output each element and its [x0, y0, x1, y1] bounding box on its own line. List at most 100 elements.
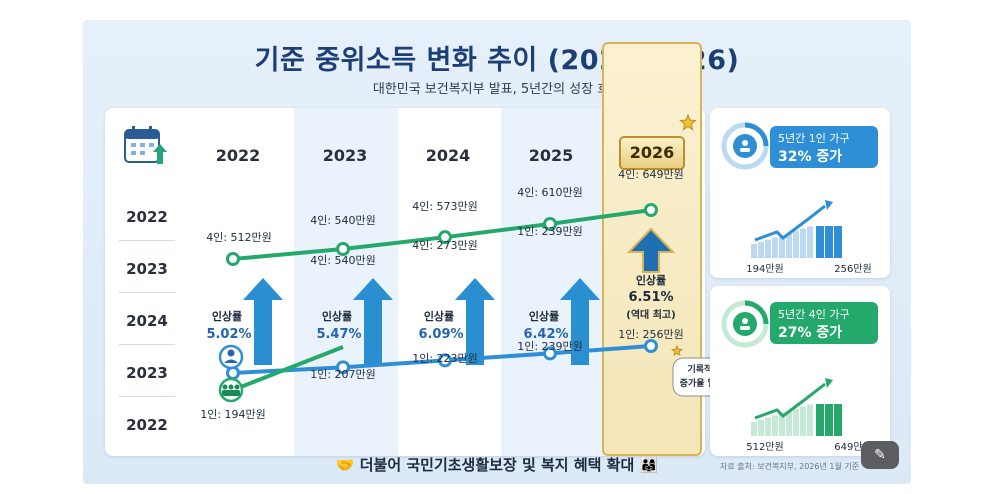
bar-mark [816, 226, 824, 258]
growth-rate-label: 인상률 [424, 309, 454, 323]
bottom-data-label: 1인: 194만원 [200, 408, 266, 421]
bar-mark [751, 244, 757, 258]
trend-arrow-icon [825, 378, 833, 388]
data-point-4-person [438, 230, 452, 245]
column-background-2023 [294, 108, 398, 456]
stat-line1: 5년간 4인 가구 [778, 308, 850, 321]
person-head-icon [742, 140, 748, 146]
bar-mark [793, 408, 799, 436]
bar-mark [758, 419, 764, 436]
bar-mark [779, 235, 785, 258]
data-point-4-person [336, 241, 350, 256]
top-data-label: 4인: 540만원 [310, 214, 376, 227]
row-divider [119, 292, 175, 293]
column-background-2025 [501, 108, 605, 456]
bar-mark [765, 239, 771, 258]
bar-mark [751, 422, 757, 436]
bar-mark [758, 241, 764, 258]
growth-arrow-icon [455, 278, 495, 365]
card-to-value: 256만원 [834, 263, 872, 275]
bar-mark [786, 233, 792, 258]
card-from-value: 194만원 [746, 263, 784, 275]
chart-panel: 2022 2023 2024 2023 2022 2022 2023 2024 … [105, 108, 705, 456]
handshake-icon: 🤝 [335, 456, 355, 474]
row-label: 2023 [126, 364, 168, 382]
bar-mark [772, 237, 778, 258]
family-member-icon [222, 384, 228, 390]
stat-line2: 32% 증가 [778, 149, 843, 165]
person-head-icon [227, 349, 235, 357]
data-point-1-person [336, 360, 350, 375]
bottom-data-label: 1인: 239만원 [517, 340, 583, 353]
star-icon [679, 113, 697, 131]
bar-mark [825, 226, 833, 258]
bar-mark [816, 404, 824, 436]
person-head-icon [742, 318, 748, 324]
bar-mark [793, 230, 799, 258]
card-from-value: 512만원 [746, 441, 784, 453]
bar-mark [765, 417, 771, 436]
connector-line [232, 345, 344, 392]
magic-wand-button[interactable]: ✎ [861, 441, 899, 469]
column-header-2022: 2022 [215, 146, 261, 165]
row-label: 2024 [126, 312, 168, 330]
data-point-1-person [438, 353, 452, 368]
family-member-icon [234, 384, 240, 390]
row-label: 2022 [126, 208, 168, 226]
bar-mark [779, 413, 785, 436]
top-data-label: 4인: 512만원 [206, 231, 272, 244]
data-point-4-person [226, 252, 240, 266]
person-body-icon [740, 326, 750, 330]
data-point-4-person [644, 203, 658, 217]
top-data-label: 4인: 573만원 [412, 200, 478, 213]
row-divider [119, 344, 175, 345]
page-subtitle: 대한민국 보건복지부 발표, 5년간의 성장 흐름 [372, 82, 622, 97]
bar-mark [807, 404, 813, 436]
single-household-stat: 5년간 1인 가구 32% 증가 [770, 126, 878, 168]
row-divider [119, 396, 175, 397]
bottom-data-label: 1인: 256만원 [618, 328, 684, 341]
family-body-icon [222, 390, 240, 396]
bar-mark [772, 415, 778, 436]
growth-rate-label: 인상률 [212, 309, 242, 323]
secondary-data-label: 4인: 540만원 [310, 254, 376, 267]
row-label: 2023 [126, 260, 168, 278]
row-divider [119, 240, 175, 241]
record-note: (역대 최고) [626, 308, 675, 321]
bottom-text: 더불어 국민기초생활보장 및 복지 혜택 확대 [359, 456, 635, 474]
bar-mark [834, 404, 842, 436]
column-header-2026: 2026 [619, 136, 685, 170]
secondary-data-label: 4인: 273만원 [412, 239, 478, 252]
bottom-banner: 🤝 더불어 국민기초생활보장 및 복지 혜택 확대 👨‍👩‍👧 [83, 454, 911, 475]
star-icon [670, 344, 684, 357]
bar-mark [807, 226, 813, 258]
column-header-2024: 2024 [425, 146, 471, 165]
person-body-icon [224, 359, 238, 363]
family-icon: 👨‍👩‍👧 [639, 456, 659, 474]
calendar-icon [124, 126, 167, 164]
growth-arrow-icon [243, 278, 283, 365]
growth-rate-value: 5.02% [206, 327, 251, 342]
trend-arrow-line [754, 382, 826, 420]
source-note: 자료 출처: 보건복지부, 2026년 1월 기준 [720, 462, 860, 471]
person-body-icon [740, 148, 750, 152]
growth-rate-label: 인상률 [636, 273, 666, 287]
growth-rate-label: 인상률 [322, 309, 352, 323]
secondary-data-label: 1인: 239만원 [517, 225, 583, 238]
four-person-household-stat: 5년간 4인 가구 27% 증가 [770, 302, 878, 344]
line-chart: 인상률 5.02% 인상률 5.47% 인상률 6.09% 인상률 6.42% 인상률 6.51%… [200, 113, 736, 421]
data-point-1-person [543, 346, 557, 361]
trend-arrow-line [754, 204, 826, 242]
stat-line1: 5년간 1인 가구 [778, 132, 850, 145]
stat-line2: 27% 증가 [778, 325, 843, 341]
growth-arrow-icon [353, 278, 393, 365]
row-label: 2022 [126, 416, 168, 434]
record-arrow-icon [626, 227, 676, 273]
column-header-2023: 2023 [322, 146, 368, 165]
growth-rate-value: 5.47% [316, 327, 361, 342]
column-header-2025: 2025 [528, 146, 574, 165]
bar-mark [786, 411, 792, 436]
bottom-data-label: 1인: 223만원 [412, 352, 478, 365]
trend-arrow-icon [825, 200, 833, 210]
